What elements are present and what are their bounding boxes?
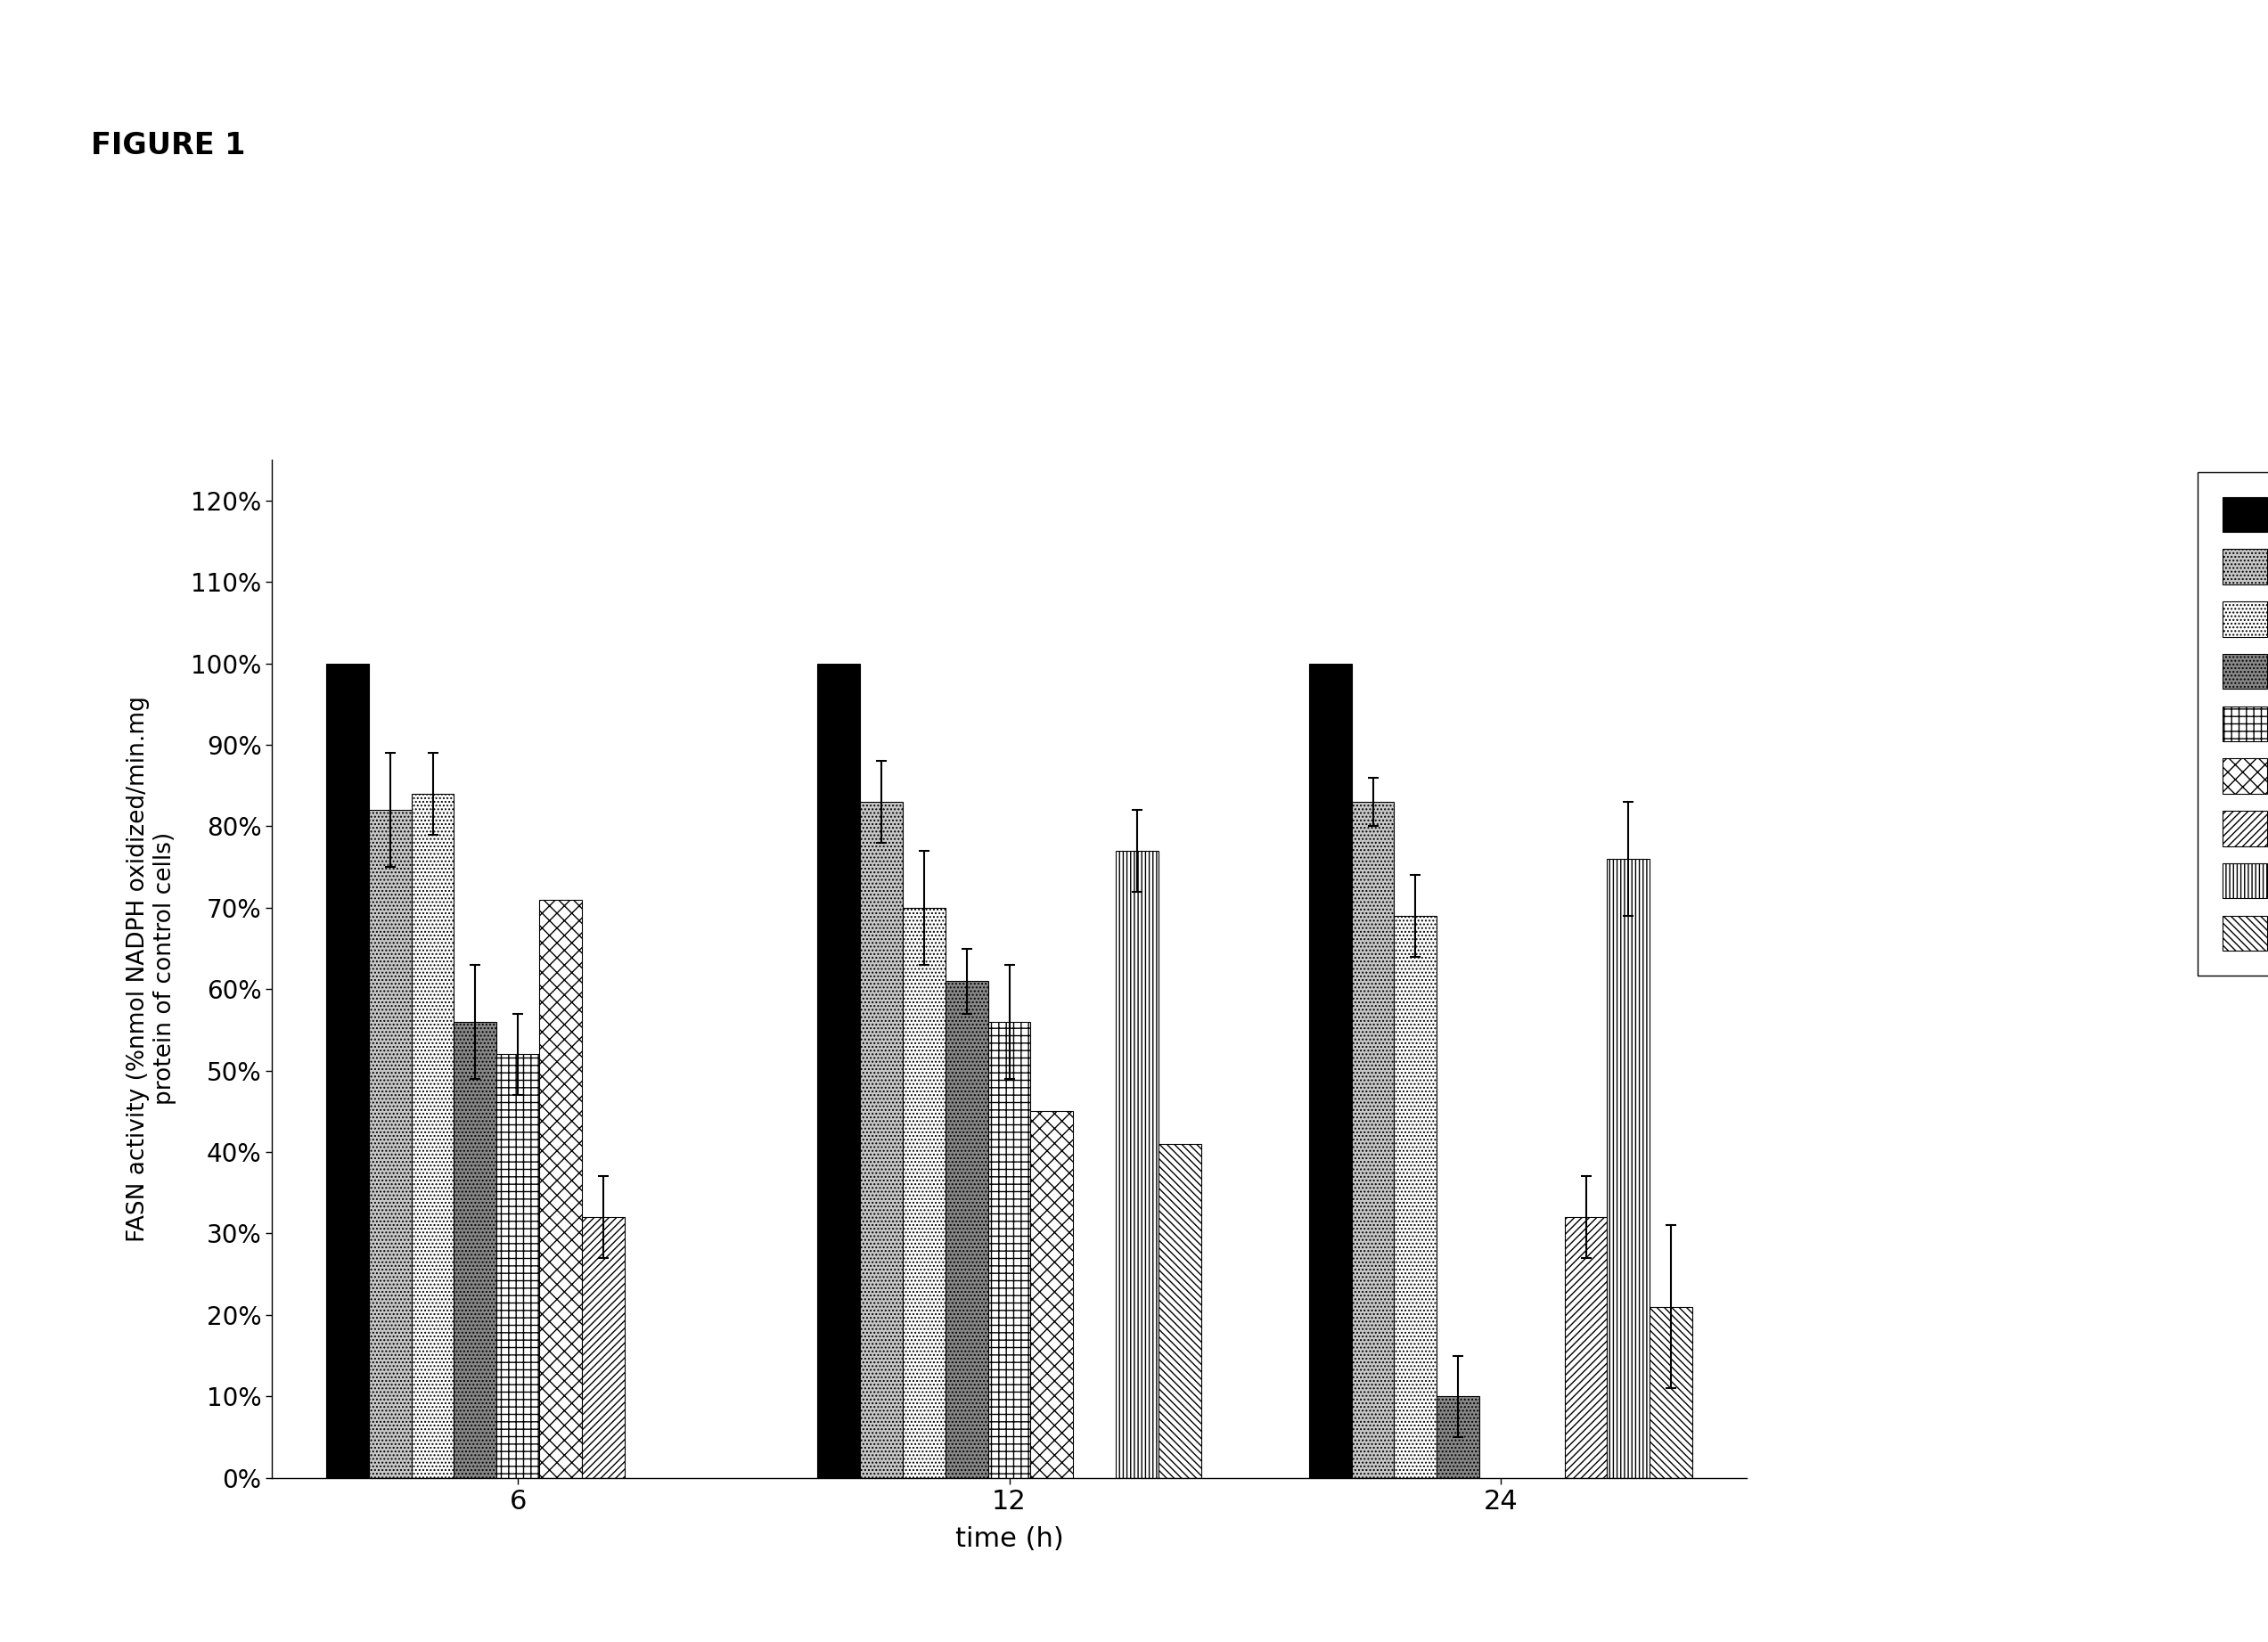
Bar bbox=[1395, 916, 1438, 1478]
Bar bbox=[1309, 663, 1352, 1478]
Bar bbox=[327, 663, 370, 1478]
Bar bbox=[1030, 1112, 1073, 1478]
Bar bbox=[540, 900, 581, 1478]
Y-axis label: FASN activity (%nmol NADPH oxidized/min.mg
protein of control cells): FASN activity (%nmol NADPH oxidized/min.… bbox=[127, 696, 177, 1241]
Bar bbox=[989, 1021, 1030, 1478]
Bar bbox=[581, 1217, 624, 1478]
Bar bbox=[1565, 1217, 1608, 1478]
Bar bbox=[370, 810, 411, 1478]
Bar bbox=[1438, 1396, 1479, 1478]
Bar bbox=[497, 1054, 540, 1478]
Legend: control, EGCG, e, f, i, h, k, m, q: control, EGCG, e, f, i, h, k, m, q bbox=[2198, 473, 2268, 975]
Bar bbox=[946, 980, 989, 1478]
Bar bbox=[454, 1021, 497, 1478]
Bar bbox=[1116, 851, 1159, 1478]
Bar bbox=[860, 801, 903, 1478]
X-axis label: time (h): time (h) bbox=[955, 1527, 1064, 1552]
Bar bbox=[411, 793, 454, 1478]
Bar bbox=[903, 908, 946, 1478]
Bar bbox=[1159, 1144, 1202, 1478]
Bar bbox=[1352, 801, 1395, 1478]
Text: FIGURE 1: FIGURE 1 bbox=[91, 131, 245, 161]
Bar bbox=[1649, 1307, 1692, 1478]
Bar bbox=[816, 663, 860, 1478]
Bar bbox=[1608, 859, 1649, 1478]
